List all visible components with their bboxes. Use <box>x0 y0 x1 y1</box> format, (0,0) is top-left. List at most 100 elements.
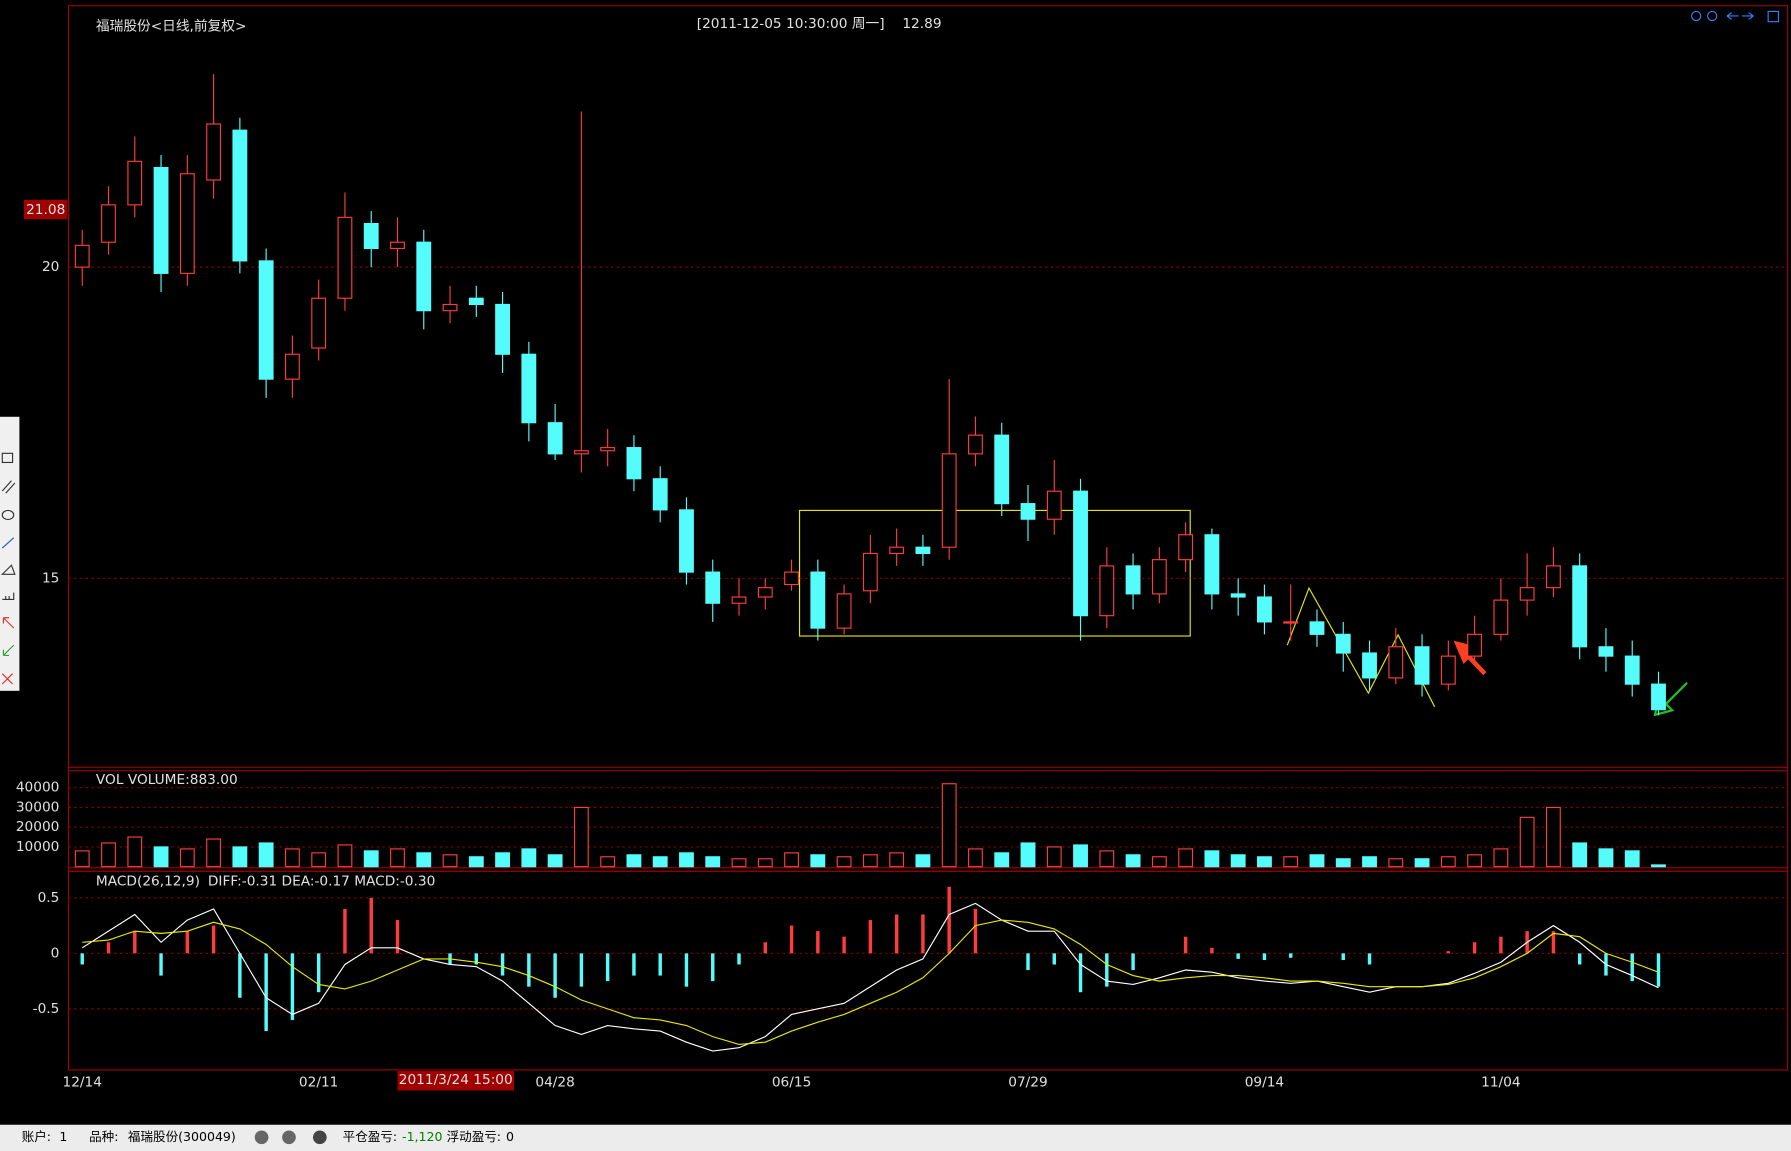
macd-bar <box>842 936 846 954</box>
candle-body <box>784 571 799 586</box>
candle-body <box>731 596 747 604</box>
x-tick-label: 11/04 <box>1481 1074 1520 1090</box>
restore[interactable] <box>1767 10 1780 23</box>
candle-body <box>1046 490 1062 520</box>
volume-bar <box>941 783 957 868</box>
tool-rect[interactable] <box>1 452 14 464</box>
candle-body <box>1099 565 1115 617</box>
macd-bar <box>369 897 373 954</box>
x-tick-label: 12/14 <box>63 1074 102 1090</box>
y-tick-label: 30000 <box>16 799 60 815</box>
plus-button[interactable] <box>282 1130 296 1145</box>
candle-body <box>994 434 1010 505</box>
account[interactable]: 1 <box>59 1129 67 1144</box>
macd-bar <box>159 953 163 976</box>
volume-bar <box>1362 856 1377 868</box>
macd-values: DIFF:-0.31 DEA:-0.17 MACD:-0.30 <box>208 874 435 890</box>
macd-bar <box>711 953 715 982</box>
volume-bar <box>1257 856 1272 868</box>
volume-bar <box>468 856 484 868</box>
tool-line[interactable] <box>1 537 15 549</box>
volume-bar <box>363 850 379 868</box>
macd-bar <box>290 953 295 1020</box>
macd-line <box>82 919 1659 1045</box>
candle-body <box>941 453 957 548</box>
last-price: 12.89 <box>902 16 941 32</box>
candle-body <box>1624 655 1640 685</box>
volume-bar <box>127 836 143 868</box>
volume-bar <box>705 856 721 868</box>
frame <box>67 5 1789 1071</box>
candle-body <box>311 297 327 349</box>
candle-body <box>968 434 983 455</box>
volume-bar <box>1440 856 1456 868</box>
volume-bar <box>416 852 432 868</box>
volume-bar <box>994 852 1010 868</box>
closed-pl-label: 平仓盈亏: <box>343 1129 397 1144</box>
float-pl-label: 浮动盈亏: <box>447 1129 501 1144</box>
tool-fib[interactable] <box>0 564 16 575</box>
candle-body <box>1572 565 1588 648</box>
scroll-right[interactable] <box>1741 12 1754 20</box>
tool-up-arrow[interactable] <box>2 617 15 629</box>
macd-bar <box>1262 953 1267 961</box>
candle-body <box>1309 621 1325 635</box>
macd-bar <box>868 920 873 954</box>
candle-body <box>862 552 878 592</box>
macd-bar <box>737 953 741 965</box>
macd-bar <box>527 953 531 987</box>
scroll-left[interactable] <box>1726 12 1739 20</box>
candle-body <box>258 260 274 380</box>
candle-body <box>1545 565 1561 589</box>
candle-body <box>1651 683 1666 711</box>
tool-ruler[interactable] <box>2 592 15 601</box>
zoom-in[interactable] <box>1691 10 1702 22</box>
volume-bar <box>179 848 195 868</box>
float-pl: 0 <box>506 1129 514 1144</box>
volume-bar <box>1335 858 1351 868</box>
tool-ellipse[interactable] <box>1 509 15 521</box>
tool-delete[interactable] <box>1 673 13 685</box>
status-bg <box>0 1124 1791 1151</box>
candle-body <box>468 297 484 306</box>
y-tick-label: 0 <box>51 945 60 961</box>
macd-bar <box>500 953 505 976</box>
zigzag-annotation <box>1286 586 1436 708</box>
tool-parallel[interactable] <box>1 480 16 494</box>
macd-bar <box>579 953 584 987</box>
volume-bar <box>1204 850 1220 868</box>
candle-body <box>1467 633 1483 657</box>
volume-bar <box>731 858 747 868</box>
macd-bar <box>316 953 321 993</box>
volume-bar <box>1125 854 1141 868</box>
symbol-label: 品种: <box>89 1129 118 1144</box>
symbol[interactable]: 福瑞股份(300049) <box>128 1129 236 1144</box>
candle-body <box>573 450 589 455</box>
macd-bar <box>474 953 479 965</box>
macd-bar <box>973 908 978 954</box>
account-label: 账户: <box>22 1129 51 1144</box>
zoom-out[interactable] <box>1707 10 1718 22</box>
settings-button[interactable] <box>312 1130 327 1145</box>
x-tick-label: 07/29 <box>1008 1074 1047 1090</box>
tool-down-arrow[interactable] <box>2 644 15 657</box>
macd-bar <box>1446 951 1451 954</box>
volume-bar <box>1020 842 1036 868</box>
candle-body <box>915 546 931 555</box>
volume-bar <box>153 846 169 868</box>
volume-bar <box>1624 850 1640 868</box>
x-tick-label: 02/11 <box>299 1074 338 1090</box>
volume-bar <box>889 852 905 868</box>
minus-button[interactable] <box>254 1130 269 1145</box>
macd-bar <box>1341 953 1345 961</box>
cursor-price: 21.08 <box>26 202 65 218</box>
candle-body <box>626 447 642 480</box>
volume-bar <box>1545 806 1561 868</box>
volume-title: VOL VOLUME:883.00 <box>96 772 238 788</box>
volume-bar <box>1493 848 1509 868</box>
volume-bar <box>206 838 222 868</box>
y-tick-label: 15 <box>42 570 59 586</box>
volume-bar <box>521 848 537 868</box>
